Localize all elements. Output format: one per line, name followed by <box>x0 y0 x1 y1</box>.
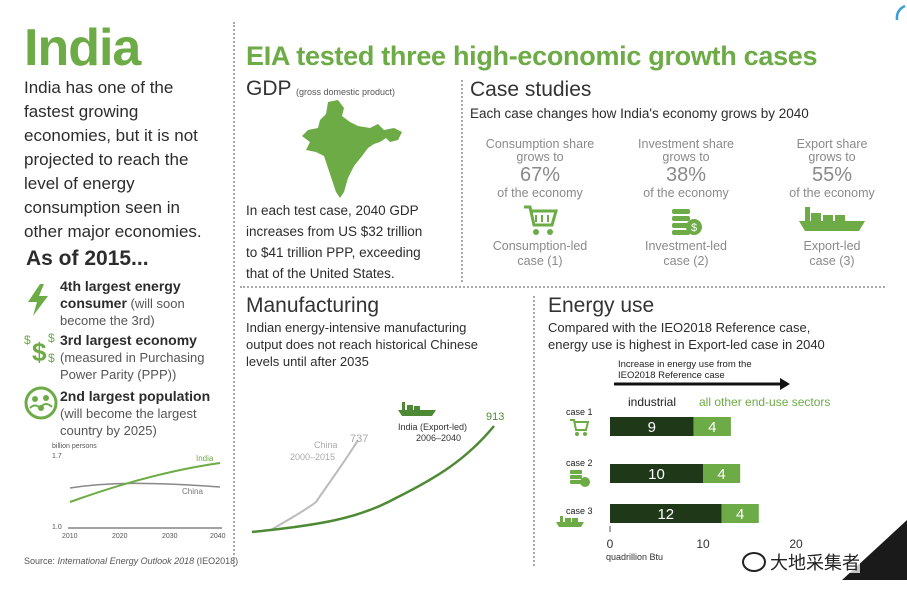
population-icon <box>24 386 58 420</box>
gdp-title: GDP <box>246 77 292 100</box>
bar-value-label: 12 <box>657 506 674 523</box>
scroll-indicator-icon[interactable] <box>892 4 907 24</box>
bar-industrial-2 <box>610 464 703 483</box>
fact-energy: 4th largest energy consumer (will soon b… <box>60 278 230 329</box>
bar-group: 9 4 10 4 12 4 <box>610 417 759 523</box>
cargo-ship-icon <box>556 516 584 527</box>
divider-mid-top <box>461 80 463 282</box>
bar-other-1 <box>693 417 731 436</box>
divider-mid-bottom <box>533 296 535 566</box>
china-manufacturing-line <box>270 439 359 531</box>
manufacturing-title: Manufacturing <box>246 294 380 317</box>
pop-xtick: 2020 <box>112 533 128 540</box>
case-studies-title: Case studies <box>470 78 592 101</box>
china-manufacturing-label: China <box>314 440 338 450</box>
gdp-section: GDP (gross domestic product) <box>246 77 395 101</box>
pop-xtick: 2030 <box>162 533 178 540</box>
x-tick-label: 20 <box>789 537 803 551</box>
source-note: Source: International Energy Outlook 201… <box>24 556 239 566</box>
india-manufacturing-line <box>251 425 495 534</box>
watermark: 大地采集者 <box>742 549 860 575</box>
fact-population: 2nd largest population (will become the … <box>60 388 211 438</box>
lightning-icon <box>28 284 48 316</box>
energy-arrow-label2: IEO2018 Reference case <box>618 370 725 381</box>
case-label: case 3 <box>566 506 593 516</box>
bar-value-label: 4 <box>708 419 716 436</box>
china-manufacturing-years: 2000–2015 <box>290 452 335 462</box>
cargo-ship-icon <box>799 207 865 231</box>
x-axis-label: quadrillion Btu <box>606 552 663 562</box>
energy-text: Compared with the IEO2018 Reference case… <box>548 320 825 352</box>
bar-value-label: 4 <box>717 466 725 483</box>
case-card-consumption: Consumption share grows to 67% of the ec… <box>485 137 595 269</box>
bar-other-2 <box>703 464 741 483</box>
pop-ytick-top: 1.7 <box>52 453 62 460</box>
svg-text:$: $ <box>691 222 697 234</box>
bar-value-label: 10 <box>648 466 665 483</box>
case-card-export: Export share grows to 55% of the economy… <box>789 137 875 269</box>
bar-industrial-3 <box>610 504 722 523</box>
wechat-icon <box>742 552 766 572</box>
manufacturing-text: Indian energy-intensive manufacturing ou… <box>246 320 478 369</box>
pop-xtick: 2040 <box>210 533 226 540</box>
cargo-ship-icon <box>398 402 436 416</box>
case-card-investment: Investment share grows to 38% of the eco… <box>638 137 734 269</box>
x-tick-label: 10 <box>696 537 710 551</box>
divider-left <box>233 22 235 567</box>
page-title: EIA tested three high-economic growth ca… <box>246 41 818 71</box>
manufacturing-chart: China 2000–2015 737 India (Export-led) 2… <box>251 402 504 534</box>
case-label: case 2 <box>566 458 593 468</box>
bar-industrial-1 <box>610 417 694 436</box>
energy-chart: Increase in energy use from the IEO2018 … <box>556 359 830 562</box>
india-manufacturing-label: India (Export-led) <box>398 422 467 432</box>
bar-other-3 <box>721 504 759 523</box>
india-manufacturing-years: 2006–2040 <box>416 433 461 443</box>
shopping-cart-icon <box>524 205 558 235</box>
bar-value-label: 9 <box>648 419 656 436</box>
legend-other: all other end-use sectors <box>699 395 830 409</box>
case-studies-subtitle: Each case changes how India's economy gr… <box>470 106 809 121</box>
divider-horizontal <box>240 286 885 288</box>
pop-unit: billion persons <box>52 443 97 450</box>
india-pop-line <box>69 462 221 503</box>
dollar-icon: $ $ $ $ <box>24 331 55 367</box>
fact-energy-bold: 4th largest energy <box>60 278 181 294</box>
energy-arrow-label1: Increase in energy use from the <box>618 359 752 370</box>
china-pop-line <box>69 482 221 489</box>
fact-economy: 3rd largest economy (measured in Purchas… <box>60 332 205 382</box>
india-map-icon <box>302 100 402 198</box>
china-manufacturing-value: 737 <box>350 433 368 445</box>
population-chart: billion persons 1.7 1.0 India China 2010… <box>52 443 226 540</box>
case-label: case 1 <box>566 407 593 417</box>
india-manufacturing-value: 913 <box>486 411 504 423</box>
pop-xtick: 2010 <box>62 533 78 540</box>
energy-title: Energy use <box>548 294 655 317</box>
gdp-text: In each test case, 2040 GDP increases fr… <box>246 203 423 281</box>
intro-text: India has one of the fastest growing eco… <box>24 78 202 241</box>
bar-value-label: 4 <box>736 506 744 523</box>
legend-industrial: industrial <box>628 395 676 409</box>
gdp-subtitle: (gross domestic product) <box>295 87 396 97</box>
china-pop-label: China <box>182 487 203 496</box>
pop-ytick-bottom: 1.0 <box>52 524 62 531</box>
as-of-heading: As of 2015... <box>26 247 149 270</box>
shopping-cart-icon <box>570 419 590 436</box>
coins-icon: $ <box>672 209 702 235</box>
india-pop-label: India <box>196 454 214 463</box>
india-title: India <box>24 19 141 77</box>
x-tick-label: 0 <box>607 537 614 551</box>
coins-icon <box>570 470 590 487</box>
